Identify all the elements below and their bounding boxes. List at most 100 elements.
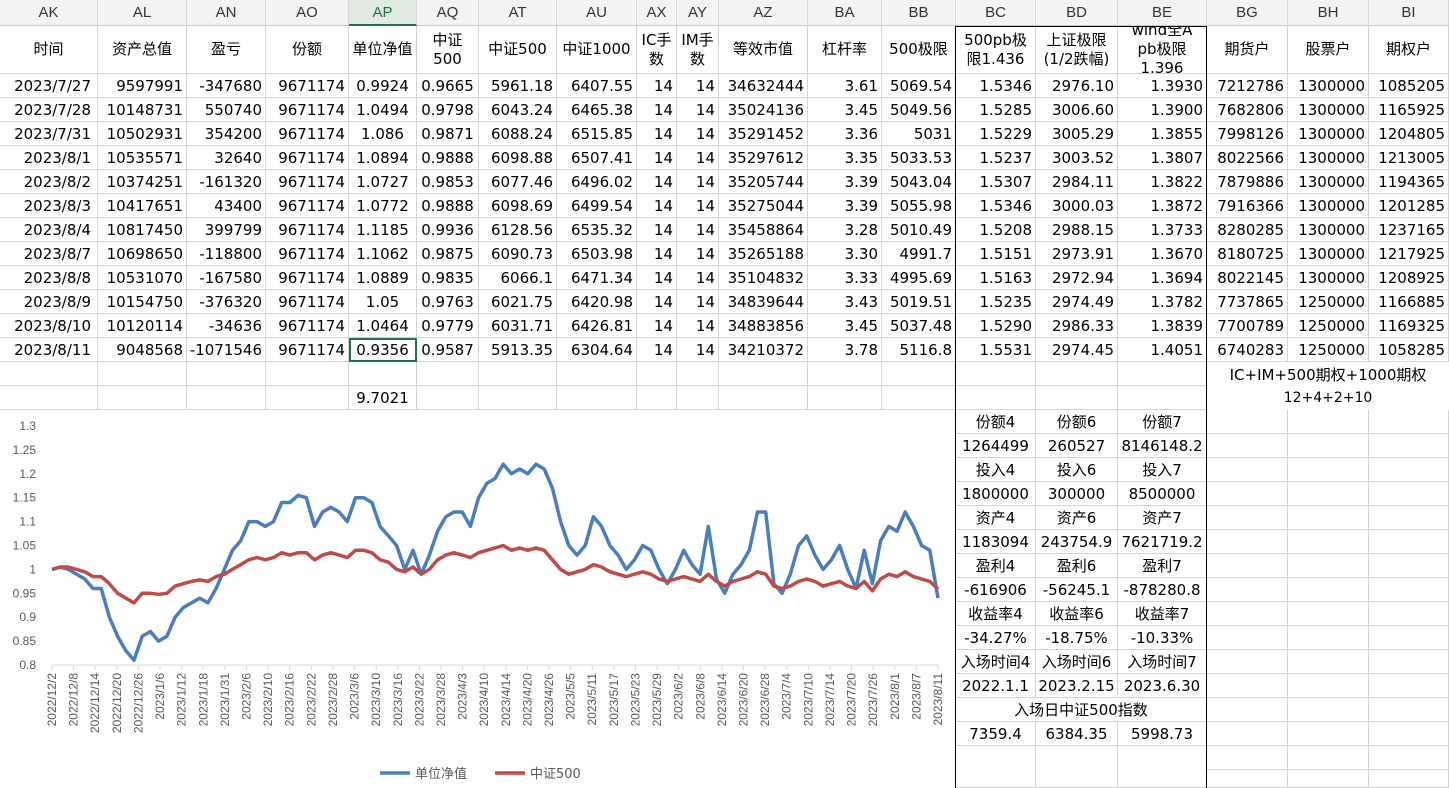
table-cell[interactable]: 0.9924	[349, 74, 417, 98]
table-cell[interactable]: 10535571	[98, 146, 187, 170]
column-header-AN[interactable]: AN	[187, 0, 266, 26]
empty-cell[interactable]	[557, 386, 637, 410]
header-cell[interactable]: 中证500	[479, 26, 557, 74]
table-cell[interactable]: 1.3822	[1118, 170, 1207, 194]
table-cell[interactable]: 1194365	[1369, 170, 1449, 194]
side-table-cell[interactable]: 1800000	[956, 482, 1036, 506]
table-cell[interactable]: 9671174	[266, 122, 349, 146]
empty-cell[interactable]	[417, 362, 479, 386]
table-cell[interactable]: 10531070	[98, 266, 187, 290]
empty-cell[interactable]	[1207, 626, 1288, 650]
empty-cell[interactable]	[1288, 554, 1369, 578]
side-table-cell[interactable]: 收益率7	[1118, 602, 1207, 626]
table-cell[interactable]: 6098.88	[479, 146, 557, 170]
table-cell[interactable]: 14	[677, 338, 719, 362]
empty-cell[interactable]	[1207, 506, 1288, 530]
table-cell[interactable]: 0.9888	[417, 146, 479, 170]
table-cell[interactable]: 3006.60	[1036, 98, 1118, 122]
table-cell[interactable]: -167580	[187, 266, 266, 290]
table-cell[interactable]: 0.9356	[349, 338, 417, 362]
ap-total-cell[interactable]: 9.7021	[349, 386, 417, 410]
header-cell[interactable]: 份额	[266, 26, 349, 74]
header-cell[interactable]: 期权户	[1369, 26, 1449, 74]
table-cell[interactable]: 35205744	[719, 170, 808, 194]
column-header-BH[interactable]: BH	[1288, 0, 1369, 26]
table-cell[interactable]: 2023/8/10	[0, 314, 98, 338]
empty-cell[interactable]	[349, 362, 417, 386]
table-cell[interactable]: 6090.73	[479, 242, 557, 266]
empty-cell[interactable]	[1288, 746, 1369, 770]
side-table-cell[interactable]: 份额7	[1118, 410, 1207, 434]
table-cell[interactable]: 5043.04	[882, 170, 956, 194]
table-cell[interactable]: 2972.94	[1036, 266, 1118, 290]
table-cell[interactable]: 1.3807	[1118, 146, 1207, 170]
table-cell[interactable]: 8022566	[1207, 146, 1288, 170]
header-cell[interactable]: 杠杆率	[808, 26, 882, 74]
empty-cell[interactable]	[1118, 386, 1207, 410]
side-table-cell[interactable]: 投入4	[956, 458, 1036, 482]
table-cell[interactable]: 34632444	[719, 74, 808, 98]
table-cell[interactable]: 1.5531	[956, 338, 1036, 362]
table-cell[interactable]: 1237165	[1369, 218, 1449, 242]
table-cell[interactable]: -1071546	[187, 338, 266, 362]
table-cell[interactable]: 0.9763	[417, 290, 479, 314]
table-cell[interactable]: 550740	[187, 98, 266, 122]
table-cell[interactable]: 1217925	[1369, 242, 1449, 266]
entry-index-label[interactable]: 入场日中证500指数	[956, 698, 1207, 722]
empty-cell[interactable]	[1207, 674, 1288, 698]
table-cell[interactable]: 14	[637, 146, 677, 170]
table-cell[interactable]: 3.36	[808, 122, 882, 146]
header-cell[interactable]: 等效市值	[719, 26, 808, 74]
table-cell[interactable]: 3003.52	[1036, 146, 1118, 170]
table-cell[interactable]: 7682806	[1207, 98, 1288, 122]
table-cell[interactable]: 9671174	[266, 146, 349, 170]
column-header-BG[interactable]: BG	[1207, 0, 1288, 26]
empty-cell[interactable]	[1207, 458, 1288, 482]
empty-cell[interactable]	[677, 386, 719, 410]
table-cell[interactable]: 14	[677, 170, 719, 194]
empty-cell[interactable]	[1369, 746, 1449, 770]
table-cell[interactable]: 3.33	[808, 266, 882, 290]
table-cell[interactable]: 1.0889	[349, 266, 417, 290]
table-cell[interactable]: 1.05	[349, 290, 417, 314]
table-cell[interactable]: 5031	[882, 122, 956, 146]
table-cell[interactable]: 6503.98	[557, 242, 637, 266]
side-table-cell[interactable]: 入场时间6	[1036, 650, 1118, 674]
table-cell[interactable]: 5049.56	[882, 98, 956, 122]
column-header-BA[interactable]: BA	[808, 0, 882, 26]
table-cell[interactable]: 2023/8/3	[0, 194, 98, 218]
table-cell[interactable]: 0.9587	[417, 338, 479, 362]
table-cell[interactable]: -118800	[187, 242, 266, 266]
table-cell[interactable]: 6471.34	[557, 266, 637, 290]
table-cell[interactable]: 3005.29	[1036, 122, 1118, 146]
empty-cell[interactable]	[1207, 482, 1288, 506]
table-cell[interactable]: 14	[637, 122, 677, 146]
empty-cell[interactable]	[1369, 434, 1449, 458]
empty-cell[interactable]	[1369, 530, 1449, 554]
table-cell[interactable]: 2986.33	[1036, 314, 1118, 338]
empty-cell[interactable]	[882, 362, 956, 386]
side-table-cell[interactable]: 1183094	[956, 530, 1036, 554]
table-cell[interactable]: 6066.1	[479, 266, 557, 290]
side-table-cell[interactable]: 8146148.2	[1118, 434, 1207, 458]
table-cell[interactable]: 6407.55	[557, 74, 637, 98]
table-cell[interactable]: 6088.24	[479, 122, 557, 146]
empty-cell[interactable]	[677, 362, 719, 386]
table-cell[interactable]: 2988.15	[1036, 218, 1118, 242]
table-cell[interactable]: 1208925	[1369, 266, 1449, 290]
empty-cell[interactable]	[808, 362, 882, 386]
table-cell[interactable]: 0.9665	[417, 74, 479, 98]
column-header-AQ[interactable]: AQ	[417, 0, 479, 26]
side-table-cell[interactable]: 盈利6	[1036, 554, 1118, 578]
column-header-AO[interactable]: AO	[266, 0, 349, 26]
entry-index-value[interactable]: 7359.4	[956, 722, 1036, 746]
table-cell[interactable]: 2023/7/31	[0, 122, 98, 146]
table-cell[interactable]: -347680	[187, 74, 266, 98]
header-cell[interactable]: wind全A pb极限1.396	[1118, 26, 1207, 74]
empty-cell[interactable]	[1288, 578, 1369, 602]
side-table-cell[interactable]: 收益率6	[1036, 602, 1118, 626]
table-cell[interactable]: 9048568	[98, 338, 187, 362]
table-cell[interactable]: 1.0464	[349, 314, 417, 338]
empty-cell[interactable]	[1207, 410, 1288, 434]
empty-cell[interactable]	[1288, 722, 1369, 746]
